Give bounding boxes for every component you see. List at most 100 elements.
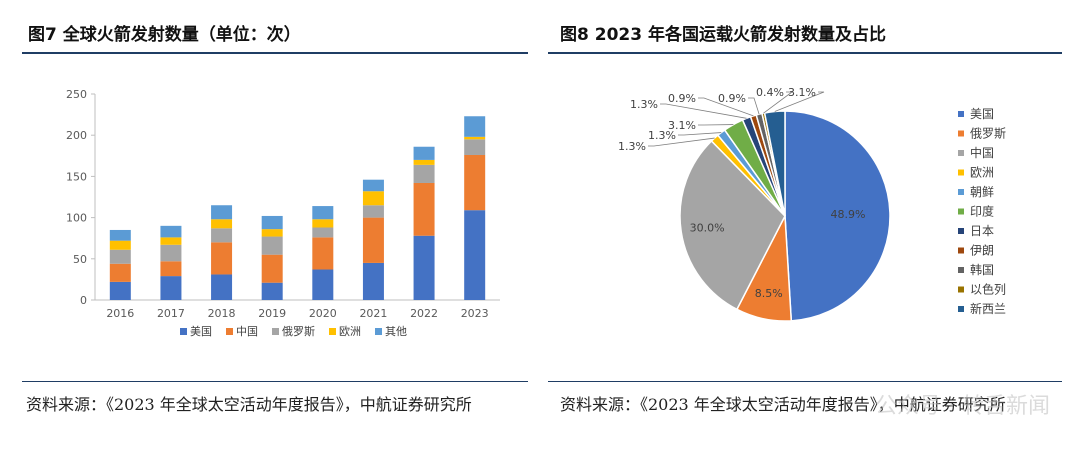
legend-swatch [958,111,964,117]
legend-swatch [958,267,964,273]
legend-label: 俄罗斯 [970,127,1006,141]
legend-swatch [958,208,964,215]
legend-label: 新西兰 [970,301,1006,316]
data-label: 1.3% [648,129,676,142]
y-tick-label: 200 [66,129,87,142]
bar-segment [109,229,131,241]
data-label: 0.9% [668,92,696,105]
bar-segment [160,276,182,300]
data-label: 1.3% [630,98,658,111]
y-tick-label: 50 [73,253,87,266]
x-tick-label: 2017 [157,307,185,320]
figure-8-panel: 图8 2023 年各国运载火箭发射数量及占比 48.9% 8.5% 30.0% 1.3… [540,0,1080,449]
legend-label: 日本 [970,224,994,238]
bar-segment [261,215,283,230]
legend-swatch [958,150,964,156]
figure-7-top-rule [22,52,528,54]
data-label: 0.4% [756,86,784,99]
data-label: 0.9% [718,92,746,105]
leader-line [698,97,754,117]
x-tick-label: 2016 [106,307,134,320]
figure-8-title: 图8 2023 年各国运载火箭发射数量及占比 [560,25,886,45]
figure-8-top-rule [548,52,1062,54]
bar-chart: 0 50 100 150 200 250 2016 2017 2018 2019 2020 2021 2… [66,88,500,338]
figure-7-title: 图7 全球火箭发射数量（单位：次） [28,25,301,45]
bar-segment [312,237,334,270]
bar-segment [464,136,486,140]
watermark: 公众号 · 转舌新闻 [875,394,1050,419]
bar-segment [160,237,182,245]
bar-segment [211,219,233,229]
figure-8-source: 资料来源：《2023 年全球太空活动年度报告》，中航证券研究所 [560,395,1006,414]
leader-line [774,91,825,112]
bar-segment [413,235,435,300]
bar-segment [109,263,131,282]
bar-segment [160,261,182,277]
legend-swatch [958,286,964,293]
bar-segment [413,159,435,165]
figure-7-panel: 图7 全球火箭发射数量（单位：次） 0 50 100 150 200 250 2016 201… [22,25,528,414]
legend-label: 韩国 [970,262,994,277]
x-tick-label: 2020 [309,307,337,320]
legend-label: 印度 [970,204,994,219]
legend-label: 美国 [970,107,994,121]
legend-swatch [329,328,336,335]
legend-label: 以色列 [970,283,1006,297]
legend-swatch [958,169,964,176]
data-label: 1.3% [618,140,646,153]
leader-line [660,103,747,119]
legend-label: 伊朗 [970,244,994,258]
pie-chart: 48.9%8.5%30.0%1.3%1.3%3.1%1.3% 0.9% 0.9% 0.… [618,86,1006,322]
legend-swatch [226,328,233,335]
bar-segment [362,205,384,218]
legend-swatch [958,228,964,234]
legend-swatch [958,247,964,254]
legend-label: 中国 [236,325,258,338]
bar-segment [261,282,283,300]
y-tick-label: 100 [66,212,87,225]
bar-segment [413,182,435,236]
data-label: 30.0% [690,222,725,235]
bar-segment [312,227,334,238]
leader-line [648,137,715,147]
bar-segment [464,210,486,300]
bar-segment [464,154,486,211]
bar-segment [312,206,334,220]
y-tick-label: 250 [66,88,87,101]
data-label: 3.1% [788,86,816,99]
legend-label: 俄罗斯 [282,325,315,338]
bar-segment [413,164,435,183]
data-label: 48.9% [830,208,865,221]
bar-segment [362,217,384,263]
figure-7-source: 资料来源：《2023 年全球太空活动年度报告》，中航证券研究所 [26,395,472,414]
legend-label: 朝鲜 [970,185,994,199]
figure-8-bottom-rule [548,381,1062,382]
data-label: 3.1% [668,119,696,132]
bar-segment [211,274,233,300]
bar-segment [362,179,384,192]
bar-segment [261,236,283,255]
bar-segment [413,146,435,160]
bar-segment [211,242,233,275]
legend-swatch [375,328,382,335]
bar-segment [160,225,182,238]
x-tick-label: 2019 [258,307,286,320]
legend-label: 欧洲 [970,166,994,180]
bar-segment [362,262,384,300]
leader-line [748,97,760,115]
legend-label: 美国 [190,325,212,338]
bar-segment [261,229,283,237]
bar-segment [362,191,384,206]
legend-label: 其他 [385,325,407,338]
x-tick-label: 2023 [461,307,489,320]
legend-label: 中国 [970,145,994,160]
bar-segment [211,228,233,243]
bar-segment [109,240,131,250]
bar-segment [261,254,283,283]
pie-slice [679,139,786,311]
x-tick-label: 2022 [410,307,438,320]
legend-swatch [180,328,187,335]
legend-label: 欧洲 [339,325,361,338]
y-tick-label: 0 [80,294,87,307]
bar-segment [312,219,334,228]
